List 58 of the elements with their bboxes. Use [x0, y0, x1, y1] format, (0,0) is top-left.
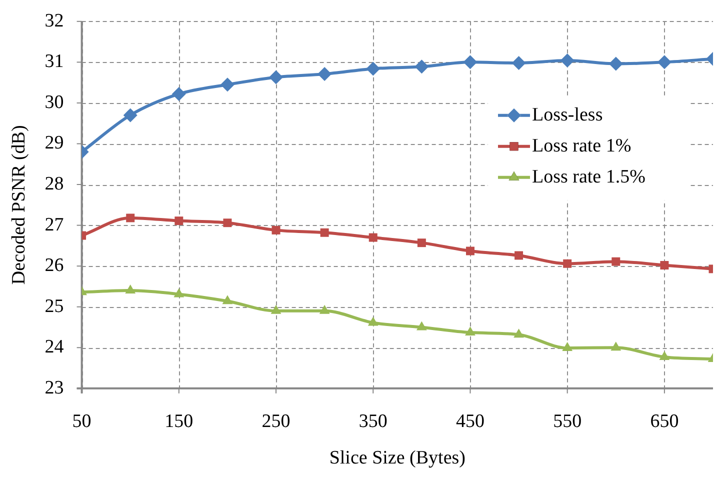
point: [272, 226, 280, 234]
point: [465, 326, 476, 336]
legend-label: Loss rate 1.5%: [532, 166, 646, 188]
point: [220, 78, 234, 92]
point: [126, 214, 135, 222]
point: [174, 288, 184, 298]
x-tick-label: 250: [262, 410, 290, 432]
point: [269, 70, 284, 84]
point: [319, 304, 330, 314]
y-tick-label: 30: [44, 92, 64, 113]
point: [318, 67, 332, 82]
x-tick-label: 450: [456, 410, 484, 432]
point: [222, 295, 233, 304]
point: [123, 108, 138, 122]
y-axis-title: Decoded PSNR (dB): [8, 125, 30, 285]
x-tick-label: 50: [72, 410, 92, 432]
point: [172, 86, 186, 101]
point: [174, 216, 184, 226]
x-tick-label: 350: [358, 410, 388, 432]
y-tick-label: 32: [44, 10, 64, 32]
point: [320, 228, 329, 237]
point: [223, 218, 232, 228]
y-tick-label: 29: [44, 132, 64, 154]
point: [562, 342, 573, 352]
legend-label: Loss-less: [532, 104, 603, 126]
point: [366, 62, 380, 76]
point: [563, 259, 572, 268]
y-tick-label: 26: [44, 255, 64, 276]
point: [608, 56, 623, 71]
point: [463, 55, 478, 70]
y-tick-label: 23: [44, 377, 64, 398]
point: [560, 54, 574, 68]
x-axis-title: Slice Size (Bytes): [329, 448, 466, 469]
x-tick-label: 650: [650, 410, 679, 432]
y-tick-label: 25: [44, 296, 64, 317]
point: [659, 351, 670, 360]
point: [368, 233, 378, 242]
point: [414, 60, 429, 74]
point: [270, 304, 282, 314]
point: [417, 238, 426, 248]
point: [657, 55, 672, 70]
y-tick-label: 31: [44, 51, 64, 72]
point: [368, 316, 378, 326]
point: [610, 342, 622, 351]
x-tick-label: 150: [164, 410, 194, 432]
y-tick-label: 28: [44, 173, 64, 194]
y-tick-label: 27: [44, 214, 64, 236]
point: [416, 321, 427, 330]
point: [512, 56, 526, 70]
point: [660, 261, 669, 270]
point: [514, 328, 524, 338]
point: [466, 246, 474, 256]
legend-label: Loss rate 1%: [532, 135, 632, 156]
point: [125, 284, 136, 294]
y-tick-label: 24: [44, 336, 64, 358]
point: [514, 251, 524, 260]
x-tick-label: 550: [553, 410, 582, 432]
point: [612, 257, 620, 266]
